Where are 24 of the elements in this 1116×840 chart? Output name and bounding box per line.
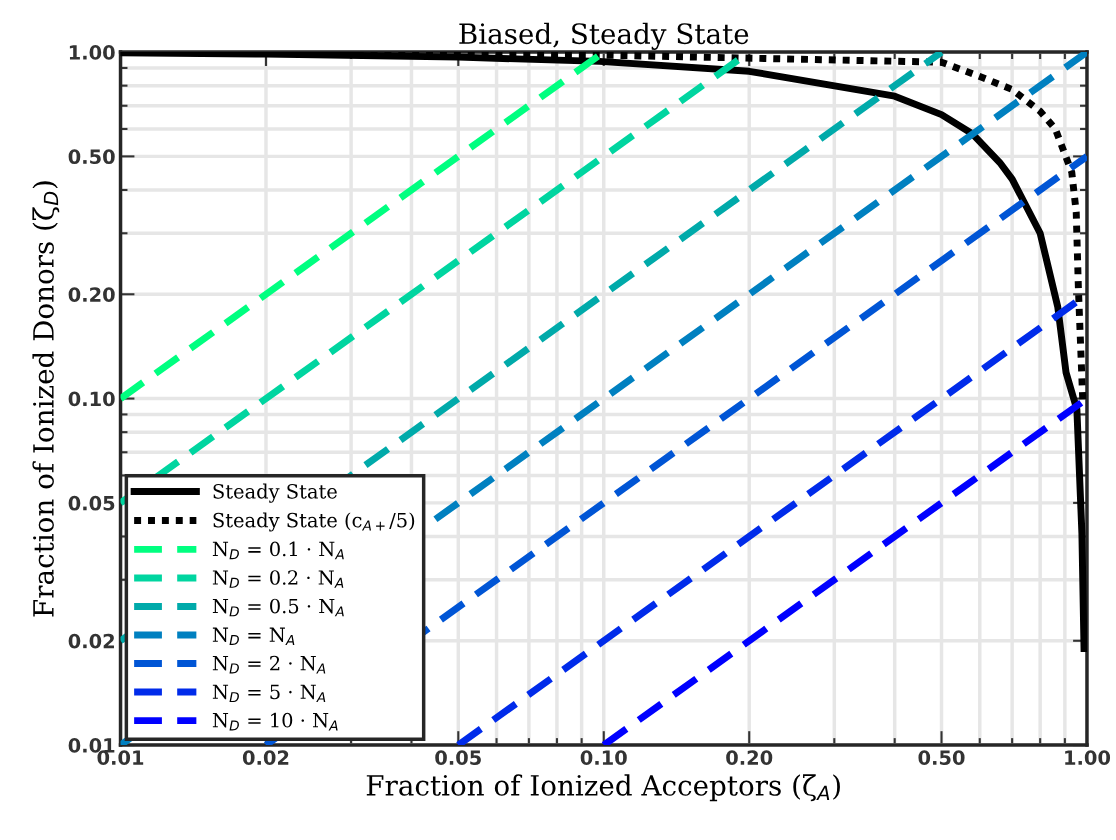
legend-label: Steady State xyxy=(213,483,337,503)
legend-label: N$_{D}$ = 10 · N$_{A}$ xyxy=(212,712,338,731)
legend-label: N$_{D}$ = 0.1 · N$_{A}$ xyxy=(212,541,344,560)
legend-label: N$_{D}$ = 5 · N$_{A}$ xyxy=(212,684,326,703)
chart-title: Biased, Steady State xyxy=(459,22,749,50)
x-tick-label: 0.20 xyxy=(726,750,773,765)
y-tick-label: 1.00 xyxy=(69,45,115,60)
x-tick-label: 0.50 xyxy=(918,750,965,765)
legend-label: N$_{D}$ = 0.5 · N$_{A}$ xyxy=(212,598,344,617)
x-tick-label: 0.10 xyxy=(580,750,627,765)
x-tick-label: 1.00 xyxy=(1065,750,1111,765)
y-tick-label: 0.50 xyxy=(68,149,115,165)
y-tick-label: 0.05 xyxy=(68,495,115,511)
x-tick-label: 0.05 xyxy=(435,750,481,765)
y-tick-label: 0.20 xyxy=(68,287,115,302)
legend-label: N$_{D}$ = 0.2 · N$_{A}$ xyxy=(212,570,344,588)
legend-label: N$_{D}$ = N$_{A}$ xyxy=(212,627,295,645)
legend-label: N$_{D}$ = 2 · N$_{A}$ xyxy=(212,655,326,674)
legend-label: Steady State (c$_{A+}$/5) xyxy=(213,512,415,532)
y-tick-label: 0.10 xyxy=(68,391,115,407)
x-tick-label: 0.02 xyxy=(242,750,289,765)
y-tick-label: 0.02 xyxy=(68,633,114,649)
x-axis-title: Fraction of Ionized Acceptors (ζ$_{A}$) xyxy=(366,774,840,802)
y-axis-title: Fraction of Ionized Donors (ζ$_{D}$) xyxy=(32,181,60,617)
